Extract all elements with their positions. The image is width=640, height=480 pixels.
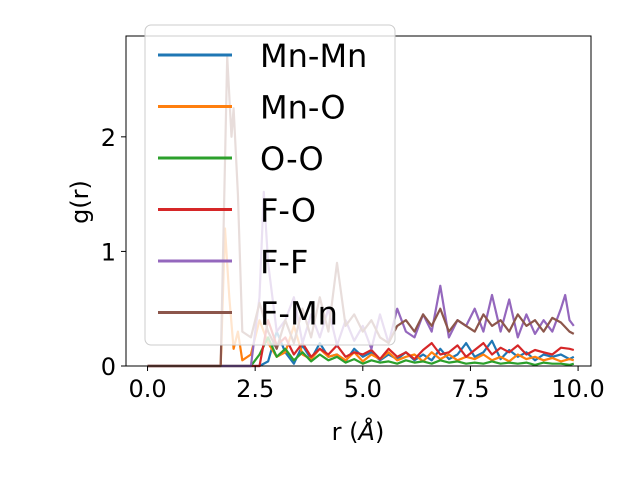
legend-label-3: F-O (260, 192, 316, 230)
x-tick-label: 7.5 (451, 375, 489, 403)
x-tick-label: 0.0 (128, 375, 166, 403)
series-line-3 (147, 319, 575, 368)
y-axis: 0 1 2 (101, 124, 126, 381)
y-axis-label: g(r) (66, 180, 94, 224)
legend-label-2: O-O (260, 140, 324, 178)
legend-label-5: F-Mn (260, 295, 338, 333)
series-line-2 (147, 336, 575, 368)
x-tick-label: 5.0 (344, 375, 382, 403)
x-axis: 0.0 2.5 5.0 7.5 10.0 (128, 366, 605, 403)
y-tick-label: 0 (101, 353, 116, 381)
x-tick-label: 2.5 (236, 375, 274, 403)
x-tick-label: 10.0 (551, 375, 604, 403)
legend-label-4: F-F (260, 243, 308, 281)
legend-label-0: Mn-Mn (260, 37, 367, 75)
y-tick-label: 2 (101, 124, 116, 152)
x-axis-label: r (Å) (332, 417, 385, 446)
legend-label-1: Mn-O (260, 89, 346, 127)
legend: Mn-Mn Mn-O O-O F-O F-F F-Mn (144, 24, 396, 346)
y-tick-label: 1 (101, 238, 116, 266)
